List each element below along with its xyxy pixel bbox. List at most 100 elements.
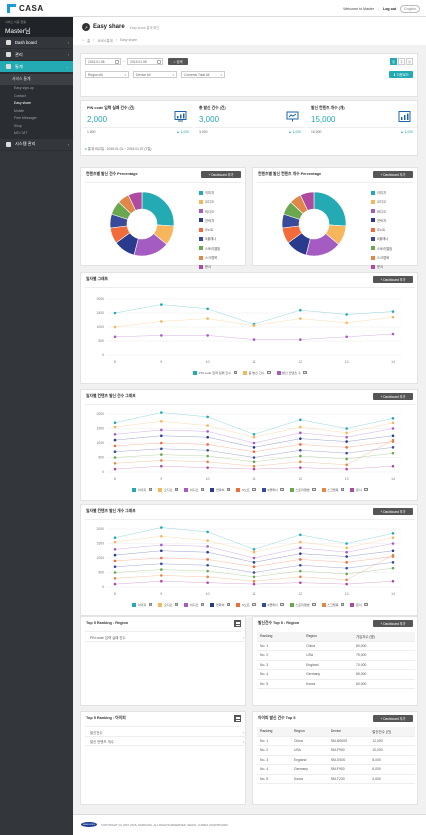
pie-legend: 이미지 오디오 비디오 연락처 S노트 S플래너 스토리앨범 스크랩북 문서 <box>199 190 220 269</box>
legend-item[interactable]: 이미지 ✓ <box>132 602 153 607</box>
legend-checkbox[interactable]: ✓ <box>226 487 231 492</box>
legend-item[interactable]: 스토리앨범 ✓ <box>289 487 316 492</box>
user-name: Master님 <box>5 28 31 35</box>
sidebar-item-system[interactable]: 시스템 관리 › <box>0 139 73 151</box>
menu-icon[interactable] <box>234 715 241 722</box>
add-dashboard-button[interactable]: + Dashboard 추가 <box>373 393 413 400</box>
legend-swatch <box>193 370 198 375</box>
data-point <box>391 434 395 438</box>
view-week-toggle[interactable]: 주 <box>398 58 405 65</box>
legend-item[interactable]: 오디오 ✓ <box>158 602 179 607</box>
ranking-item[interactable]: PIN code 입력 실패 건수 › <box>85 634 247 642</box>
contents-select[interactable]: Contents Total All ▾ <box>181 71 225 78</box>
legend-item[interactable]: 문서 ✓ <box>350 602 368 607</box>
add-dashboard-button[interactable]: + Dashboard 추가 <box>201 171 241 178</box>
breadcrumb-item[interactable]: 서비스통계 <box>97 39 113 43</box>
legend-swatch <box>199 199 203 204</box>
sidebar-item-stats[interactable]: 통계 ⌄ <box>0 61 73 73</box>
view-day-toggle[interactable]: 일 <box>390 58 397 65</box>
submenu-item-active[interactable]: Easy share <box>14 101 31 105</box>
add-dashboard-button[interactable]: + Dashboard 추가 <box>373 276 413 283</box>
search-button[interactable]: ⌕ 검색 <box>168 58 189 65</box>
legend-item[interactable]: S플래너 ✓ <box>261 602 284 607</box>
submenu-item[interactable]: Free Messager <box>14 116 37 120</box>
legend-item[interactable]: PIN code 입력 실패 건수 ✓ <box>193 370 238 375</box>
submenu-item[interactable]: MO / MT <box>14 131 28 135</box>
data-point <box>299 460 302 464</box>
add-dashboard-button[interactable]: + Dashboard 추가 <box>373 620 413 627</box>
device-select[interactable]: Device All ▾ <box>133 71 177 78</box>
legend-checkbox[interactable]: ✓ <box>174 487 179 492</box>
y-tick-label: 1000 <box>96 556 104 560</box>
calendar-icon[interactable] <box>157 59 162 64</box>
legend-checkbox[interactable]: ✓ <box>148 602 153 607</box>
logo[interactable]: CASA <box>7 4 44 13</box>
add-dashboard-button[interactable]: + Dashboard 추가 <box>373 508 413 515</box>
submenu-item[interactable]: Mobile <box>14 108 24 113</box>
legend-item[interactable]: 비디오 ✓ <box>184 487 205 492</box>
legend-item[interactable]: 발신 컨텐츠 수 ✓ <box>276 370 307 375</box>
legend-item[interactable]: S노트 ✓ <box>236 487 256 492</box>
date-to-input[interactable]: 2015.01.08 <box>127 58 164 65</box>
excel-download-button[interactable]: ⬇ 다운로드 <box>389 71 413 78</box>
add-dashboard-button[interactable]: + Dashboard 추가 <box>373 171 413 178</box>
breadcrumb-item[interactable]: 홈 <box>87 39 91 43</box>
view-month-toggle[interactable]: 월 <box>406 58 413 65</box>
legend-item[interactable]: 스크랩북 ✓ <box>321 487 345 492</box>
legend-item[interactable]: 오디오 ✓ <box>158 487 179 492</box>
legend-checkbox[interactable]: ✓ <box>364 602 368 607</box>
submenu-header[interactable]: 서비스 통계 <box>0 74 73 85</box>
legend-checkbox[interactable]: ✓ <box>280 487 284 492</box>
legend-checkbox[interactable]: ✓ <box>340 602 345 607</box>
legend-item[interactable]: 스토리앨범 ✓ <box>289 602 316 607</box>
data-point <box>299 431 302 435</box>
sidebar-item-manage[interactable]: 관리 › <box>0 49 73 61</box>
legend-item[interactable]: 문서 ✓ <box>350 487 368 492</box>
legend-item[interactable]: 연락처 ✓ <box>210 487 231 492</box>
legend-checkbox[interactable]: ✓ <box>303 370 307 375</box>
legend-checkbox[interactable]: ✓ <box>280 602 284 607</box>
legend-item[interactable]: 비디오 ✓ <box>184 602 205 607</box>
date-from-input[interactable]: 2015.01.08 <box>85 58 121 65</box>
data-point <box>391 542 395 545</box>
chevron-right-icon: › <box>242 635 244 640</box>
legend-item[interactable]: 연락처 ✓ <box>210 602 231 607</box>
legend-checkbox[interactable]: ✓ <box>267 370 271 375</box>
legend-item[interactable]: 스크랩북 ✓ <box>321 602 345 607</box>
legend-item[interactable]: S노트 ✓ <box>236 602 256 607</box>
ranking-item[interactable]: 발신 컨텐츠 개수 › <box>85 738 247 746</box>
button-label: Dashboard 추가 <box>383 395 406 399</box>
legend-label: 비디오 <box>189 488 199 492</box>
region-select[interactable]: Region All ▾ <box>85 71 129 78</box>
legend-checkbox[interactable]: ✓ <box>174 602 179 607</box>
submenu-item[interactable]: Shop <box>14 123 22 128</box>
submenu-item[interactable]: Contact <box>14 93 26 98</box>
legend-checkbox[interactable]: ✓ <box>364 487 368 492</box>
legend-checkbox[interactable]: ✓ <box>200 487 205 492</box>
add-dashboard-button[interactable]: + Dashboard 추가 <box>373 715 413 722</box>
ranking-item[interactable]: 발신건수 › <box>85 729 247 737</box>
legend-item[interactable]: 총 발신 건수 ✓ <box>243 370 271 375</box>
x-tick-label: 14 <box>391 477 395 481</box>
legend-checkbox[interactable]: ✓ <box>312 602 316 607</box>
legend-checkbox[interactable]: ✓ <box>252 487 256 492</box>
cell: No. 5 <box>257 679 304 689</box>
sidebar-item-dashboard[interactable]: Dash board › <box>0 37 73 49</box>
menu-icon[interactable] <box>234 620 241 627</box>
legend-checkbox[interactable]: ✓ <box>252 602 256 607</box>
legend-checkbox[interactable]: ✓ <box>233 370 238 375</box>
legend-item[interactable]: 이미지 ✓ <box>132 487 153 492</box>
legend-checkbox[interactable]: ✓ <box>226 602 231 607</box>
logout-link[interactable]: Log out <box>383 7 397 11</box>
legend-checkbox[interactable]: ✓ <box>340 487 345 492</box>
calendar-icon[interactable] <box>115 59 119 64</box>
legend-checkbox[interactable]: ✓ <box>200 602 205 607</box>
home-icon[interactable]: ⌂ <box>82 38 85 42</box>
legend-checkbox[interactable]: ✓ <box>148 487 153 492</box>
language-select[interactable]: English <box>400 5 420 13</box>
legend-checkbox[interactable]: ✓ <box>312 487 316 492</box>
content-daily-line-chart: 0 500 1000 1500 2000 8 9 10 11 12 13 14 <box>96 411 401 481</box>
submenu-item[interactable]: Easy sign-up <box>14 86 34 90</box>
chart-legend: 이미지 ✓ 오디오 ✓ 비디오 ✓ 연락처 ✓ S노트 ✓ S플래너 ✓ 스토리앨범 ✓ 스크랩북 ✓ 문서 ✓ <box>85 487 415 492</box>
legend-item[interactable]: S플래너 ✓ <box>261 487 284 492</box>
